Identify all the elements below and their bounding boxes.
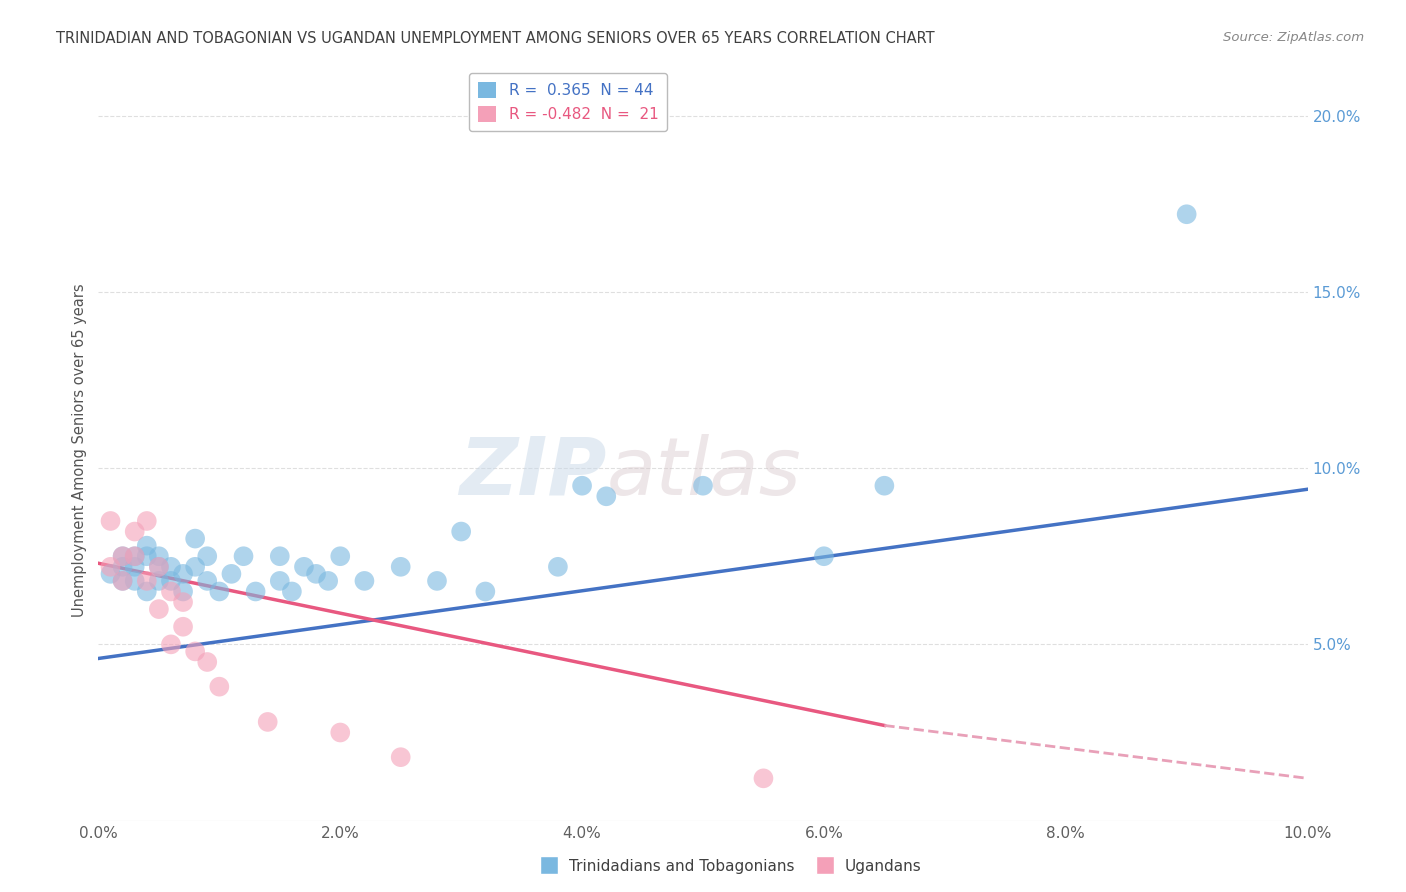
Point xyxy=(426,574,449,588)
Point xyxy=(172,595,194,609)
Point xyxy=(111,549,134,564)
Legend: Trinidadians and Tobagonians, Ugandans: Trinidadians and Tobagonians, Ugandans xyxy=(534,853,928,880)
Text: atlas: atlas xyxy=(606,434,801,512)
Point xyxy=(148,559,170,574)
Point xyxy=(160,584,183,599)
Point xyxy=(208,584,231,599)
Point xyxy=(111,574,134,588)
Point xyxy=(208,680,231,694)
Point xyxy=(111,574,134,588)
Point xyxy=(281,584,304,599)
Point xyxy=(329,549,352,564)
Point xyxy=(184,559,207,574)
Point xyxy=(450,524,472,539)
Point xyxy=(111,559,134,574)
Point xyxy=(184,532,207,546)
Point xyxy=(124,549,146,564)
Point xyxy=(184,644,207,658)
Point xyxy=(100,514,122,528)
Y-axis label: Unemployment Among Seniors over 65 years: Unemployment Among Seniors over 65 years xyxy=(72,284,87,617)
Legend: R =  0.365  N = 44, R = -0.482  N =  21: R = 0.365 N = 44, R = -0.482 N = 21 xyxy=(468,73,668,131)
Point xyxy=(148,549,170,564)
Point xyxy=(195,574,218,588)
Point xyxy=(269,574,291,588)
Point xyxy=(124,559,146,574)
Point xyxy=(111,549,134,564)
Point xyxy=(135,574,157,588)
Text: Source: ZipAtlas.com: Source: ZipAtlas.com xyxy=(1223,31,1364,45)
Point xyxy=(100,559,122,574)
Point xyxy=(100,566,122,581)
Point xyxy=(256,714,278,729)
Text: TRINIDADIAN AND TOBAGONIAN VS UGANDAN UNEMPLOYMENT AMONG SENIORS OVER 65 YEARS C: TRINIDADIAN AND TOBAGONIAN VS UGANDAN UN… xyxy=(56,31,935,46)
Point xyxy=(329,725,352,739)
Point xyxy=(389,559,412,574)
Point xyxy=(221,566,243,581)
Point xyxy=(135,539,157,553)
Point xyxy=(752,772,775,786)
Point xyxy=(316,574,339,588)
Text: ZIP: ZIP xyxy=(458,434,606,512)
Point xyxy=(474,584,496,599)
Point xyxy=(813,549,835,564)
Point xyxy=(232,549,254,564)
Point xyxy=(172,566,194,581)
Point xyxy=(245,584,267,599)
Point xyxy=(1175,207,1198,221)
Point xyxy=(148,559,170,574)
Point xyxy=(172,620,194,634)
Point xyxy=(873,479,896,493)
Point xyxy=(305,566,328,581)
Point xyxy=(124,574,146,588)
Point xyxy=(172,584,194,599)
Point xyxy=(160,559,183,574)
Point xyxy=(148,602,170,616)
Point xyxy=(135,584,157,599)
Point xyxy=(195,549,218,564)
Point xyxy=(571,479,593,493)
Point xyxy=(160,574,183,588)
Point xyxy=(595,489,617,503)
Point xyxy=(135,514,157,528)
Point xyxy=(292,559,315,574)
Point xyxy=(124,549,146,564)
Point xyxy=(148,574,170,588)
Point xyxy=(160,637,183,651)
Point xyxy=(124,524,146,539)
Point xyxy=(135,549,157,564)
Point xyxy=(547,559,569,574)
Point xyxy=(195,655,218,669)
Point xyxy=(353,574,375,588)
Point xyxy=(389,750,412,764)
Point xyxy=(692,479,714,493)
Point xyxy=(269,549,291,564)
